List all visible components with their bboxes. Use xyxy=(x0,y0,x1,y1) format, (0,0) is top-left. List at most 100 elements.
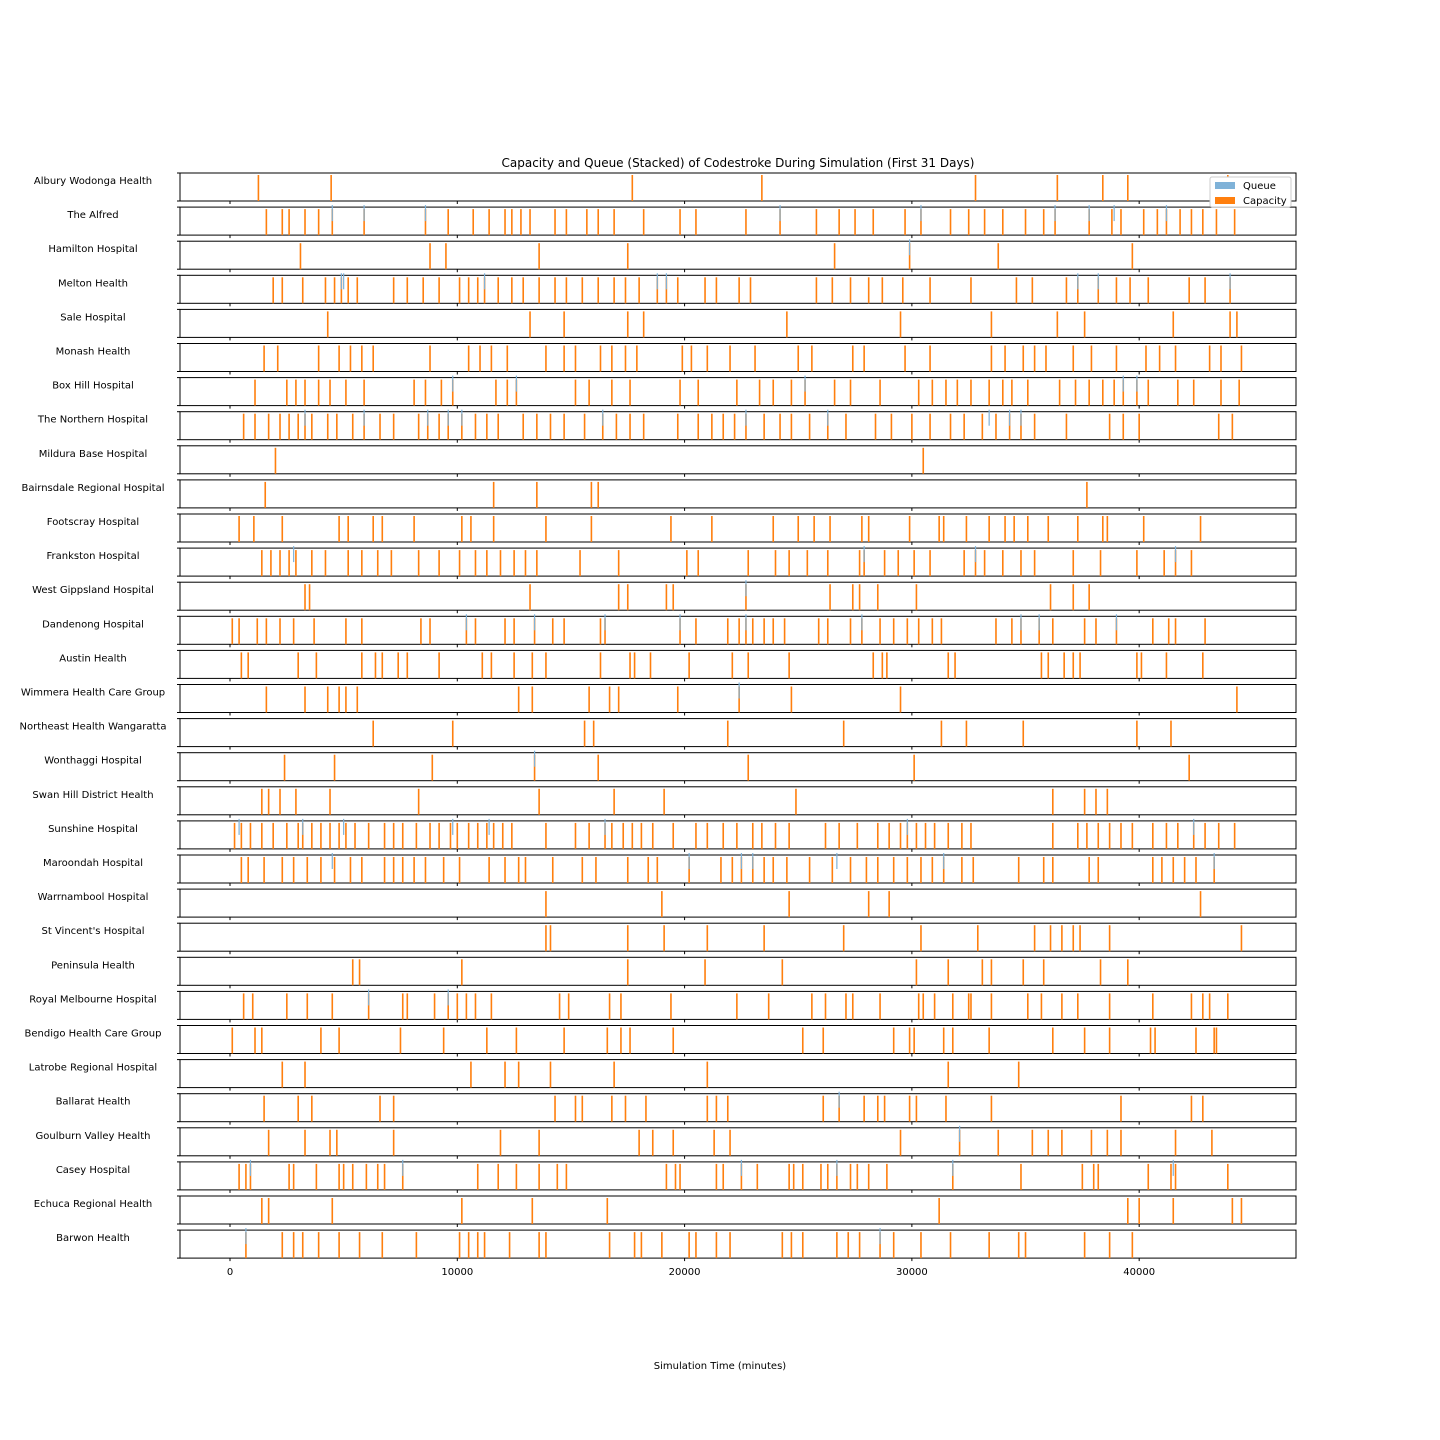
capacity-bar xyxy=(264,481,267,508)
capacity-bar xyxy=(379,413,381,440)
capacity-bar xyxy=(1199,516,1202,542)
capacity-bar xyxy=(838,209,840,236)
capacity-bar xyxy=(826,413,829,440)
queue-bar xyxy=(745,614,747,631)
capacity-bar xyxy=(351,959,354,986)
capacity-bar xyxy=(272,822,274,849)
queue-bar xyxy=(1077,273,1079,290)
capacity-bar xyxy=(1136,652,1138,679)
capacity-bar xyxy=(567,993,570,1020)
capacity-bar xyxy=(565,209,568,236)
capacity-bar xyxy=(331,1198,334,1224)
capacity-bar xyxy=(808,857,811,883)
capacity-bar xyxy=(1054,209,1056,236)
capacity-bar xyxy=(1017,1232,1020,1259)
capacity-bar xyxy=(1008,413,1011,440)
capacity-bar xyxy=(672,1129,675,1156)
capacity-bar xyxy=(581,277,584,304)
capacity-bar xyxy=(1099,959,1102,986)
capacity-bar xyxy=(1170,720,1172,747)
legend-entry: Capacity xyxy=(1243,196,1287,207)
panel: Echuca Regional Health xyxy=(34,1195,1297,1227)
capacity-bar xyxy=(336,1129,338,1156)
capacity-bar xyxy=(297,822,299,849)
capacity-bar xyxy=(813,516,815,542)
capacity-bar xyxy=(606,1027,609,1054)
capacity-bar xyxy=(695,209,697,236)
queue-bar xyxy=(863,546,865,563)
capacity-bar xyxy=(597,277,600,304)
capacity-bar xyxy=(238,516,240,542)
capacity-bar xyxy=(963,550,965,577)
capacity-bar xyxy=(476,1232,479,1259)
capacity-bar xyxy=(520,209,522,236)
capacity-bar xyxy=(511,277,513,304)
capacity-bar xyxy=(1083,1027,1086,1054)
capacity-bar xyxy=(842,720,845,747)
panel-frame xyxy=(179,956,1297,986)
panel: Swan Hill District Health xyxy=(32,786,1297,818)
panel-frame xyxy=(179,1229,1297,1259)
capacity-bar xyxy=(490,345,493,372)
capacity-bar xyxy=(695,618,697,645)
capacity-bar xyxy=(376,550,379,577)
capacity-bar xyxy=(1065,413,1068,440)
capacity-bar xyxy=(381,1232,384,1259)
capacity-bar xyxy=(590,481,593,508)
capacity-bar xyxy=(345,618,347,645)
capacity-bar xyxy=(1102,379,1104,406)
capacity-bar xyxy=(876,1095,879,1122)
capacity-bar xyxy=(565,277,568,304)
capacity-bar xyxy=(263,1095,265,1122)
capacity-bar xyxy=(1061,925,1063,952)
capacity-bar xyxy=(854,209,856,236)
capacity-bar xyxy=(679,618,681,645)
capacity-bar xyxy=(722,413,725,440)
capacity-bar xyxy=(451,379,454,406)
capacity-bar xyxy=(461,516,463,542)
capacity-bar xyxy=(995,618,997,645)
capacity-bar xyxy=(1211,1129,1213,1156)
capacity-bar xyxy=(908,1027,911,1054)
capacity-bar xyxy=(763,925,765,952)
capacity-bar xyxy=(265,618,268,645)
capacity-bar xyxy=(945,1095,947,1122)
capacity-bar xyxy=(872,652,875,679)
capacity-bar xyxy=(1072,550,1075,577)
capacity-bar xyxy=(988,379,990,406)
capacity-bar xyxy=(340,277,343,304)
queue-bar xyxy=(465,614,467,631)
capacity-bar xyxy=(447,209,450,236)
capacity-bar xyxy=(599,652,602,679)
capacity-bar xyxy=(1120,1095,1122,1122)
capacity-bar xyxy=(240,822,243,849)
capacity-bar xyxy=(492,516,495,542)
capacity-bar xyxy=(317,345,320,372)
capacity-bar xyxy=(261,822,263,849)
panel-frame xyxy=(179,308,1297,338)
queue-bar xyxy=(836,853,838,869)
capacity-bar xyxy=(392,822,395,849)
capacity-bar xyxy=(642,413,645,440)
capacity-bar xyxy=(879,993,881,1020)
capacity-bar xyxy=(763,618,765,645)
capacity-bar xyxy=(1174,618,1177,645)
capacity-bar xyxy=(617,686,620,713)
capacity-bar xyxy=(804,379,806,406)
queue-bar xyxy=(533,614,536,631)
capacity-bar xyxy=(642,209,645,236)
queue-bar xyxy=(604,614,606,631)
capacity-bar xyxy=(488,209,490,236)
queue-bar xyxy=(838,1091,840,1108)
panel: Northeast Health Wangaratta xyxy=(20,718,1297,750)
capacity-bar xyxy=(424,209,427,236)
queue-bar xyxy=(656,273,658,290)
capacity-bar xyxy=(922,993,925,1020)
capacity-bar xyxy=(1170,1163,1172,1190)
capacity-bar xyxy=(272,277,274,304)
capacity-bar xyxy=(965,516,968,542)
capacity-bar xyxy=(1026,379,1029,406)
capacity-bar xyxy=(597,209,600,236)
capacity-bar xyxy=(1042,857,1045,883)
capacity-bar xyxy=(263,857,265,883)
